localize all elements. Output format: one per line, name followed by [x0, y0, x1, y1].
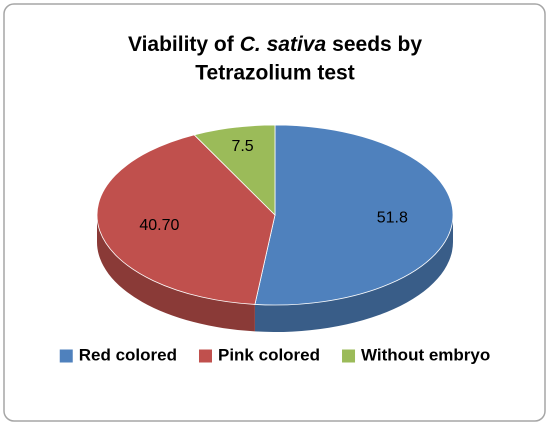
- slice-side: [97, 215, 255, 332]
- title-species: C. sativa: [240, 33, 327, 56]
- slice: [193, 124, 276, 216]
- title-text: Viability of: [128, 33, 235, 56]
- legend-label: Without embryo: [361, 345, 490, 364]
- legend-swatch: [59, 349, 73, 363]
- title-text: seeds by: [332, 33, 422, 56]
- legend-label: Red colored: [79, 345, 177, 364]
- legend: Red colored Pink colored Without embryo: [59, 345, 490, 364]
- data-label: 40.70: [139, 217, 179, 234]
- chart-title: Viability of C. sativa seeds by: [128, 33, 422, 56]
- slice-side: [254, 215, 453, 332]
- data-label: 51.8: [377, 210, 408, 227]
- legend-label: Pink colored: [218, 345, 320, 364]
- chart-title: Tetrazolium test: [195, 62, 354, 85]
- legend-swatch: [198, 349, 212, 363]
- pie: 51.8 40.70 7.5: [96, 124, 454, 332]
- legend-swatch: [342, 349, 356, 363]
- data-label: 7.5: [231, 138, 253, 155]
- slice: [96, 134, 276, 305]
- slice: [254, 124, 454, 306]
